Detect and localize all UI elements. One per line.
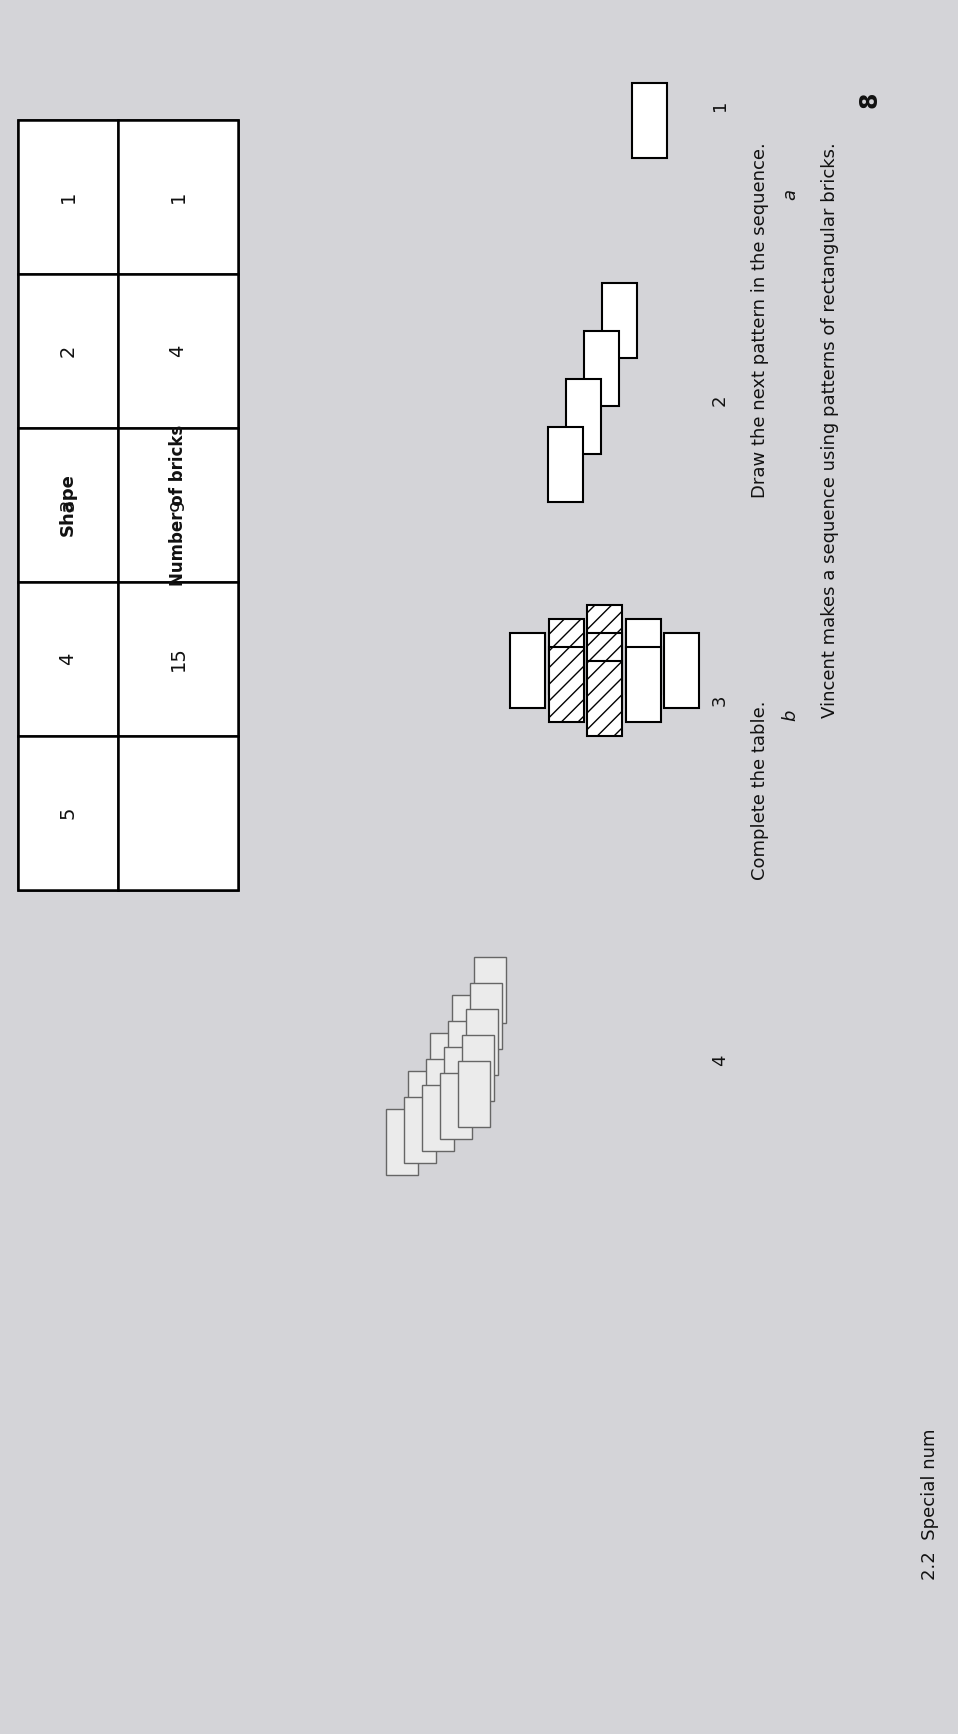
Bar	[549, 619, 584, 694]
Text: 3: 3	[711, 694, 729, 706]
Text: 5: 5	[58, 806, 78, 818]
Bar	[458, 1061, 490, 1127]
Bar	[463, 1035, 493, 1101]
Text: Vincent makes a sequence using patterns of rectangular bricks.: Vincent makes a sequence using patterns …	[821, 142, 839, 718]
Bar	[18, 735, 118, 890]
Text: 3: 3	[58, 499, 78, 512]
Bar	[422, 1085, 454, 1151]
Bar	[118, 274, 238, 428]
Bar	[587, 633, 623, 707]
Bar	[18, 274, 118, 428]
Text: 9: 9	[169, 499, 188, 512]
Text: 15: 15	[169, 647, 188, 671]
Bar	[626, 647, 661, 721]
Bar	[474, 957, 506, 1023]
Text: Complete the table.: Complete the table.	[751, 701, 769, 879]
Bar	[426, 1059, 458, 1125]
Bar	[118, 120, 238, 890]
Text: 4: 4	[711, 1054, 729, 1066]
Bar	[404, 1098, 436, 1164]
Bar	[452, 995, 484, 1061]
Bar	[408, 1072, 440, 1138]
Bar	[18, 583, 118, 735]
Bar	[549, 647, 584, 721]
Bar	[511, 633, 545, 707]
Bar	[626, 619, 661, 694]
Bar	[18, 120, 118, 890]
Text: 1: 1	[58, 191, 78, 203]
Bar	[448, 1021, 480, 1087]
Text: Draw the next pattern in the sequence.: Draw the next pattern in the sequence.	[751, 142, 769, 498]
Text: Shape: Shape	[59, 473, 77, 536]
Bar	[118, 735, 238, 890]
Text: 4: 4	[58, 652, 78, 666]
Text: Number of bricks: Number of bricks	[169, 425, 187, 586]
Bar	[549, 427, 583, 501]
Text: 1: 1	[711, 99, 729, 111]
Bar	[118, 120, 238, 274]
Bar	[386, 1110, 418, 1176]
Bar	[118, 583, 238, 735]
Text: 1: 1	[169, 191, 188, 203]
Bar	[441, 1073, 471, 1139]
Text: b: b	[781, 709, 799, 721]
Bar	[587, 661, 623, 735]
Bar	[430, 1033, 462, 1099]
Bar	[18, 120, 118, 274]
Bar	[665, 633, 699, 707]
Text: 8: 8	[858, 92, 882, 108]
Text: 2: 2	[58, 345, 78, 357]
Text: 2.2  Special num: 2.2 Special num	[921, 1429, 939, 1580]
Text: a: a	[781, 189, 799, 201]
Bar	[632, 83, 668, 158]
Bar	[118, 428, 238, 583]
Bar	[18, 428, 118, 583]
Bar	[470, 983, 502, 1049]
Bar	[566, 378, 602, 454]
Bar	[603, 283, 637, 357]
Bar	[584, 331, 620, 406]
Bar	[587, 605, 623, 680]
Text: 2: 2	[711, 394, 729, 406]
Text: 4: 4	[169, 345, 188, 357]
Bar	[445, 1047, 476, 1113]
Bar	[467, 1009, 498, 1075]
